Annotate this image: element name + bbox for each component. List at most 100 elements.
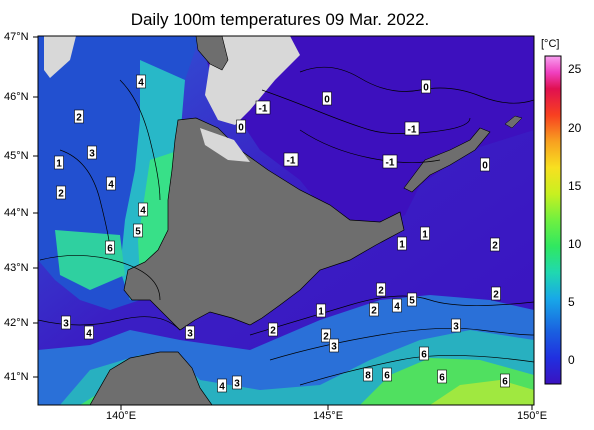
lon-label-140: 140°E	[105, 410, 137, 422]
contour-label: 6	[105, 240, 115, 255]
colorbar	[544, 55, 562, 385]
contour-label-text: 4	[394, 302, 400, 313]
sakhalin-land	[195, 36, 229, 71]
contour-label-text: 6	[502, 377, 508, 388]
lat-label-47: 47°N	[4, 31, 29, 43]
contour-label: -1	[404, 121, 420, 136]
contour-label-text: 4	[108, 180, 114, 191]
contour-label-text: 0	[423, 83, 429, 94]
contour-label: 4	[217, 378, 227, 393]
contour-label-text: 6	[107, 244, 113, 255]
contour-label: 6	[437, 369, 447, 384]
contour-label-text: 3	[453, 322, 459, 333]
contour-label: 1	[316, 303, 326, 318]
colorbar-tick-0: 0	[568, 353, 575, 367]
contour-label-text: 1	[399, 240, 405, 251]
lon-label-145: 145°E	[312, 410, 344, 422]
contour-label-text: 3	[63, 319, 69, 330]
colorbar-tick-5: 5	[568, 295, 575, 309]
contour-label: 3	[61, 315, 71, 330]
hokkaido-land	[123, 117, 405, 331]
map-title: Daily 100m temperatures 09 Mar. 2022.	[130, 10, 430, 29]
map-frame	[37, 35, 535, 406]
contour-label: 1	[397, 236, 407, 251]
contour-label: 4	[136, 74, 146, 89]
contour-label-text: 6	[439, 373, 445, 384]
contour-label: 0	[322, 91, 332, 106]
contour-label: 1	[420, 226, 430, 241]
contour-label-text: 2	[492, 241, 498, 252]
lat-label-44: 44°N	[4, 207, 29, 219]
coastal-green-strip	[138, 150, 180, 280]
contour-label-text: -1	[259, 104, 268, 115]
contour-label: 2	[491, 286, 501, 301]
contour-label-text: 2	[58, 189, 64, 200]
colorbar-tick-15: 15	[568, 179, 582, 193]
contour-label: 0	[421, 79, 431, 94]
lat-label-43: 43°N	[4, 262, 29, 274]
axis-ticks	[33, 36, 533, 410]
contour-label: 4	[106, 176, 116, 191]
contour-lines	[38, 66, 534, 386]
colorbar-unit: [°C]	[541, 38, 560, 50]
kuril-islands	[403, 127, 491, 193]
contour-label-text: 6	[384, 371, 390, 382]
contour-label: -1	[283, 152, 299, 167]
contour-label-text: 1	[56, 159, 62, 170]
lat-label-41: 41°N	[4, 371, 29, 383]
contour-label: 2	[268, 322, 278, 337]
okhotsk-cold-water	[200, 36, 534, 235]
contour-label-text: -1	[408, 125, 417, 136]
contour-label: 8	[363, 367, 373, 382]
contour-label: 2	[56, 185, 66, 200]
lat-label-42: 42°N	[4, 317, 29, 329]
contour-label: 4	[138, 202, 148, 217]
contour-label: 3	[232, 375, 242, 390]
contour-label-text: 2	[323, 332, 329, 343]
lat-label-46: 46°N	[4, 91, 29, 103]
sea-ice-west	[44, 36, 76, 78]
kuril-island-small	[504, 115, 523, 129]
contour-label-text: 2	[270, 326, 276, 337]
contour-label-text: 4	[138, 78, 144, 89]
contour-label: 6	[419, 346, 429, 361]
contour-label: 4	[392, 298, 402, 313]
contour-label: -1	[255, 100, 271, 115]
contour-label-text: 8	[365, 371, 371, 382]
contour-label-text: 3	[187, 329, 193, 340]
colorbar-tick-25: 25	[568, 62, 582, 76]
contour-label-text: 2	[493, 290, 499, 301]
contour-label-text: 6	[421, 350, 427, 361]
contour-label: 5	[133, 223, 143, 238]
contour-label: 6	[500, 373, 510, 388]
contour-label: 2	[376, 282, 386, 297]
contour-label: -1	[382, 154, 398, 169]
contour-label: 3	[451, 318, 461, 333]
contour-label: 2	[74, 109, 84, 124]
sea-ice-coast	[200, 128, 250, 162]
contour-label-text: 2	[378, 286, 384, 297]
contour-label-text: 4	[219, 382, 225, 393]
colorbar-tick-20: 20	[568, 121, 582, 135]
contour-label: 1	[54, 155, 64, 170]
sea-ice-north	[205, 36, 300, 125]
contour-label: 5	[407, 292, 417, 307]
contour-label-text: -1	[386, 158, 395, 169]
contour-label: 0	[480, 157, 490, 172]
contour-label-text: 5	[135, 227, 141, 238]
contour-label: 3	[87, 145, 97, 160]
contour-label-text: 5	[409, 296, 415, 307]
honshu-land	[89, 351, 213, 405]
contour-label-text: 4	[140, 206, 146, 217]
contour-label-text: 2	[371, 306, 377, 317]
contour-label-text: 1	[318, 307, 324, 318]
lat-label-45: 45°N	[4, 150, 29, 162]
contour-label: 2	[369, 302, 379, 317]
contour-label: 0	[236, 119, 246, 134]
lon-label-150: 150°E	[516, 410, 548, 422]
contour-label-text: 3	[331, 342, 337, 353]
contour-label-text: 1	[422, 230, 428, 241]
contour-label-text: 0	[324, 95, 330, 106]
